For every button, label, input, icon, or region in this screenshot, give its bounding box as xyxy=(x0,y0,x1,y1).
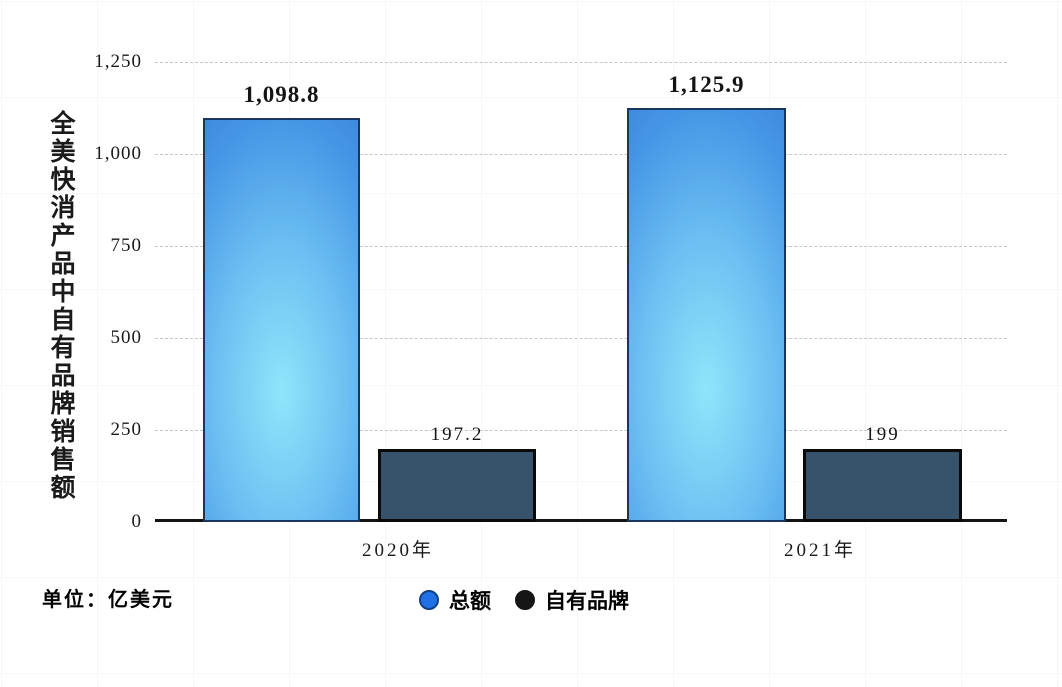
y-tick-1000: 1,000 xyxy=(94,143,142,164)
x-label-2020: 2020年 xyxy=(361,540,434,561)
y-axis-title: 全美快消产品中自有品牌销售额 xyxy=(47,110,74,502)
y-tick-750: 750 xyxy=(110,235,142,256)
y-tick-0: 0 xyxy=(131,511,142,532)
legend-label-private-label: 自有品牌 xyxy=(545,590,629,613)
legend-label-total: 总额 xyxy=(449,590,491,613)
legend-marker-total xyxy=(419,590,439,610)
y-tick-1250: 1,250 xyxy=(94,51,142,72)
unit-note: 单位：亿美元 xyxy=(42,589,174,611)
bar-private-label-2020: 197.2 xyxy=(378,424,536,522)
x-axis-line xyxy=(155,519,1007,522)
y-tick-500: 500 xyxy=(110,327,142,348)
x-label-2021: 2021年 xyxy=(783,540,856,561)
bar-total-2020: 1,098.8 xyxy=(203,82,360,522)
bar-value-label: 197.2 xyxy=(430,424,484,445)
bar-private-label-2021: 199 xyxy=(803,424,962,522)
bar-value-label: 1,098.8 xyxy=(243,82,320,107)
gridline-250 xyxy=(155,430,1007,431)
y-tick-250: 250 xyxy=(110,419,142,440)
gridline-1000 xyxy=(155,154,1007,155)
gridline-500 xyxy=(155,338,1007,339)
bar-value-label: 199 xyxy=(865,424,900,445)
bar-value-label: 1,125.9 xyxy=(668,72,745,97)
gridline-750 xyxy=(155,246,1007,247)
bar-total-2021: 1,125.9 xyxy=(627,72,786,522)
legend: 总额 自有品牌 xyxy=(419,585,643,615)
gridline-1250 xyxy=(155,62,1007,63)
legend-marker-private-label xyxy=(515,590,535,610)
